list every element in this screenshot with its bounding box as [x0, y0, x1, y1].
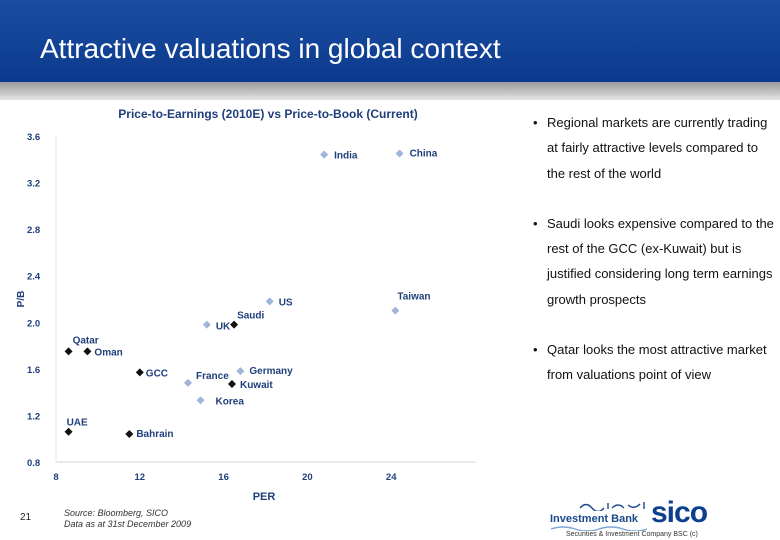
logo-division: Investment Bank [550, 513, 639, 525]
data-point-uae [64, 427, 73, 436]
data-point-uk [202, 320, 211, 329]
x-tick-label: 12 [135, 472, 146, 483]
data-label-germany: Germany [249, 366, 293, 377]
data-label-taiwan: Taiwan [397, 292, 430, 303]
y-tick-label: 2.8 [27, 225, 40, 236]
x-tick-label: 16 [218, 472, 229, 483]
page-number: 21 [20, 512, 32, 523]
logo-sico: sico [651, 496, 708, 529]
logo-arabic-text [578, 498, 648, 513]
data-label-qatar: Qatar [73, 335, 99, 346]
y-tick-label: 3.6 [27, 132, 40, 143]
arabic-script-icon [579, 502, 645, 513]
data-point-france [183, 378, 192, 387]
data-point-gcc [135, 368, 144, 377]
slide-title: Attractive valuations in global context [40, 33, 501, 64]
bullet-qatar: Qatar looks the most attractive market f… [533, 337, 778, 388]
data-label-us: US [279, 297, 293, 308]
data-point-saudi [230, 320, 239, 329]
data-label-france: France [196, 371, 229, 382]
x-tick-label: 20 [302, 472, 313, 483]
data-point-us [265, 297, 274, 306]
header-band [0, 82, 780, 100]
data-label-gcc: GCC [146, 368, 168, 379]
y-tick-label: 0.8 [27, 458, 40, 469]
logo-wave-icon [551, 526, 647, 531]
source-line-2: Data as at 31st December 2009 [64, 519, 192, 529]
bullet-regional: Regional markets are currently trading a… [533, 110, 778, 186]
y-tick-label: 1.6 [27, 365, 40, 376]
source-line-1: Source: Bloomberg, SICO [64, 508, 169, 518]
data-point-oman [83, 347, 92, 356]
scatter-chart: Price-to-Earnings (2010E) vs Price-to-Bo… [16, 107, 476, 503]
logo-company: Securities & Investment Company BSC (c) [566, 531, 698, 538]
data-label-uk: UK [216, 322, 231, 333]
data-label-korea: Korea [216, 396, 245, 407]
data-point-taiwan [391, 306, 400, 315]
source-note: Source: Bloomberg, SICO Data as at 31st … [64, 508, 191, 530]
bullet-list: Regional markets are currently trading a… [533, 110, 778, 413]
bullet-saudi: Saudi looks expensive compared to the re… [533, 211, 778, 312]
data-label-saudi: Saudi [237, 311, 264, 322]
data-label-uae: UAE [67, 418, 88, 429]
slide-header: Attractive valuations in global context [0, 0, 780, 82]
x-tick-labels: 8 12 16 20 24 [53, 472, 397, 483]
data-label-kuwait: Kuwait [240, 380, 273, 391]
data-point-korea [196, 396, 205, 405]
y-tick-label: 1.2 [27, 411, 40, 422]
x-tick-label: 24 [386, 472, 397, 483]
data-point-qatar [64, 347, 73, 356]
x-axis-label: PER [253, 491, 276, 503]
data-point-bahrain [125, 430, 134, 439]
data-point-kuwait [227, 379, 236, 388]
data-point-india [320, 150, 329, 159]
y-tick-label: 3.2 [27, 179, 40, 190]
data-point-china [395, 149, 404, 158]
y-tick-label: 2.0 [27, 318, 40, 329]
data-label-oman: Oman [94, 347, 122, 358]
data-label-china: China [410, 148, 438, 159]
y-tick-labels: 0.8 1.2 1.6 2.0 2.4 2.8 3.2 3.6 [27, 132, 41, 469]
y-tick-label: 2.4 [27, 272, 41, 283]
x-tick-label: 8 [53, 472, 58, 483]
data-label-india: India [334, 151, 358, 162]
data-point-germany [236, 367, 245, 376]
chart-title: Price-to-Earnings (2010E) vs Price-to-Bo… [118, 107, 417, 121]
data-label-bahrain: Bahrain [136, 429, 173, 440]
y-axis-label: P/B [16, 291, 27, 308]
